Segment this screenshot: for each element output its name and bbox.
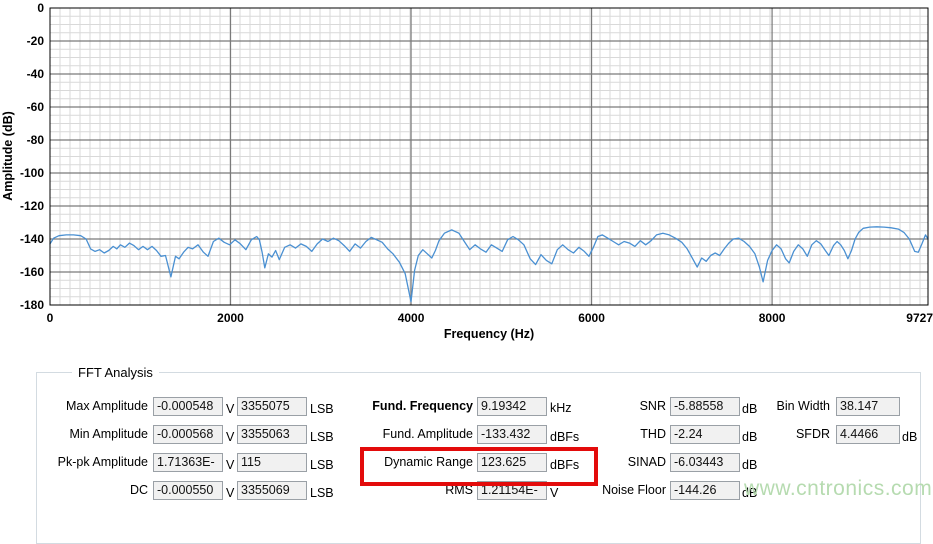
- snr-field[interactable]: -5.88558: [670, 397, 740, 416]
- max-amplitude-lsb-unit: LSB: [310, 402, 334, 416]
- pkpk-amplitude-v-unit: V: [226, 458, 235, 472]
- x-tick-label: 0: [47, 311, 54, 325]
- dc-v-field[interactable]: -0.000550: [153, 481, 223, 500]
- noise-floor-unit: dB: [742, 486, 758, 500]
- fft-spectrum-plot: 0 -20 -40 -60 -80 -100 -120 -140 -160 -180 0 2000 4…: [1, 1, 933, 341]
- grid-major-lines: [50, 8, 928, 305]
- rms-field[interactable]: 1.21154E-: [477, 481, 547, 500]
- x-axis-tick-labels: 0 2000 4000 6000 8000 9727.47: [47, 311, 933, 325]
- y-tick-label: -120: [20, 199, 44, 213]
- dc-lsb-unit: LSB: [310, 486, 334, 500]
- thd-label: THD: [640, 427, 666, 441]
- fund-frequency-field[interactable]: 9.19342: [477, 397, 547, 416]
- fund-amplitude-field[interactable]: -133.432: [477, 425, 547, 444]
- fund-amplitude-unit: dBFs: [550, 430, 580, 444]
- y-tick-label: -60: [27, 100, 45, 114]
- min-amplitude-v-unit: V: [226, 430, 235, 444]
- watermark: www.cntronics.com: [744, 477, 933, 500]
- y-tick-label: -40: [27, 67, 45, 81]
- y-axis-label: Amplitude (dB): [1, 111, 15, 201]
- snr-unit: dB: [742, 402, 758, 416]
- y-tick-label: -100: [20, 166, 44, 180]
- dc-v-unit: V: [226, 486, 235, 500]
- sinad-unit: dB: [742, 458, 758, 472]
- max-amplitude-label: Max Amplitude: [66, 399, 148, 413]
- pkpk-amplitude-lsb-field[interactable]: 115: [237, 453, 307, 472]
- min-amplitude-lsb-unit: LSB: [310, 430, 334, 444]
- fft-analysis-title: FFT Analysis: [72, 365, 159, 380]
- x-tick-label: 2000: [217, 311, 244, 325]
- noise-floor-label: Noise Floor: [602, 483, 666, 497]
- dc-lsb-field[interactable]: 3355069: [237, 481, 307, 500]
- dynamic-range-label: Dynamic Range: [384, 455, 473, 469]
- thd-unit: dB: [742, 430, 758, 444]
- sfdr-label: SFDR: [795, 427, 830, 441]
- y-axis-tick-labels: 0 -20 -40 -60 -80 -100 -120 -140 -160 -180: [20, 1, 44, 312]
- grid-minor-lines: [50, 8, 928, 305]
- x-tick-label: 8000: [759, 311, 786, 325]
- plot-border: [49, 7, 929, 306]
- y-tick-label: -160: [20, 265, 44, 279]
- thd-field[interactable]: -2.24: [670, 425, 740, 444]
- y-tick-label: -180: [20, 298, 44, 312]
- snr-label: SNR: [639, 399, 666, 413]
- bin-width-field[interactable]: 38.147: [836, 397, 900, 416]
- spectrum-trace: [49, 226, 929, 303]
- y-tick-label: -80: [27, 133, 45, 147]
- sfdr-field[interactable]: 4.4466: [836, 425, 900, 444]
- y-tick-label: -140: [20, 232, 44, 246]
- bin-width-label: Bin Width: [776, 399, 831, 413]
- x-axis-label: Frequency (Hz): [444, 327, 534, 341]
- max-amplitude-v-field[interactable]: -0.000548: [153, 397, 223, 416]
- min-amplitude-v-field[interactable]: -0.000568: [153, 425, 223, 444]
- sinad-label: SINAD: [627, 455, 666, 469]
- x-tick-label: 6000: [578, 311, 605, 325]
- fft-spectrum-chart: 0 -20 -40 -60 -80 -100 -120 -140 -160 -180 0 2000 4…: [1, 1, 933, 341]
- fund-frequency-label: Fund. Frequency: [372, 399, 473, 413]
- min-amplitude-lsb-field[interactable]: 3355063: [237, 425, 307, 444]
- sinad-field[interactable]: -6.03443: [670, 453, 740, 472]
- fund-amplitude-label: Fund. Amplitude: [382, 427, 473, 441]
- pkpk-amplitude-label: Pk-pk Amplitude: [57, 455, 148, 469]
- pkpk-amplitude-lsb-unit: LSB: [310, 458, 334, 472]
- rms-unit: V: [550, 486, 559, 500]
- fund-frequency-unit: kHz: [550, 401, 572, 415]
- dynamic-range-field[interactable]: 123.625: [477, 453, 547, 472]
- dc-label: DC: [129, 483, 148, 497]
- x-tick-label: 4000: [398, 311, 425, 325]
- sfdr-unit: dB: [902, 430, 918, 444]
- noise-floor-field[interactable]: -144.26: [670, 481, 740, 500]
- x-tick-label: 9727.47: [906, 311, 933, 325]
- max-amplitude-lsb-field[interactable]: 3355075: [237, 397, 307, 416]
- dynamic-range-unit: dBFs: [550, 458, 580, 472]
- rms-label: RMS: [445, 483, 473, 497]
- y-tick-label: -20: [27, 34, 45, 48]
- min-amplitude-label: Min Amplitude: [69, 427, 148, 441]
- pkpk-amplitude-v-field[interactable]: 1.71363E-: [153, 453, 223, 472]
- max-amplitude-v-unit: V: [226, 402, 235, 416]
- y-tick-label: 0: [37, 1, 44, 15]
